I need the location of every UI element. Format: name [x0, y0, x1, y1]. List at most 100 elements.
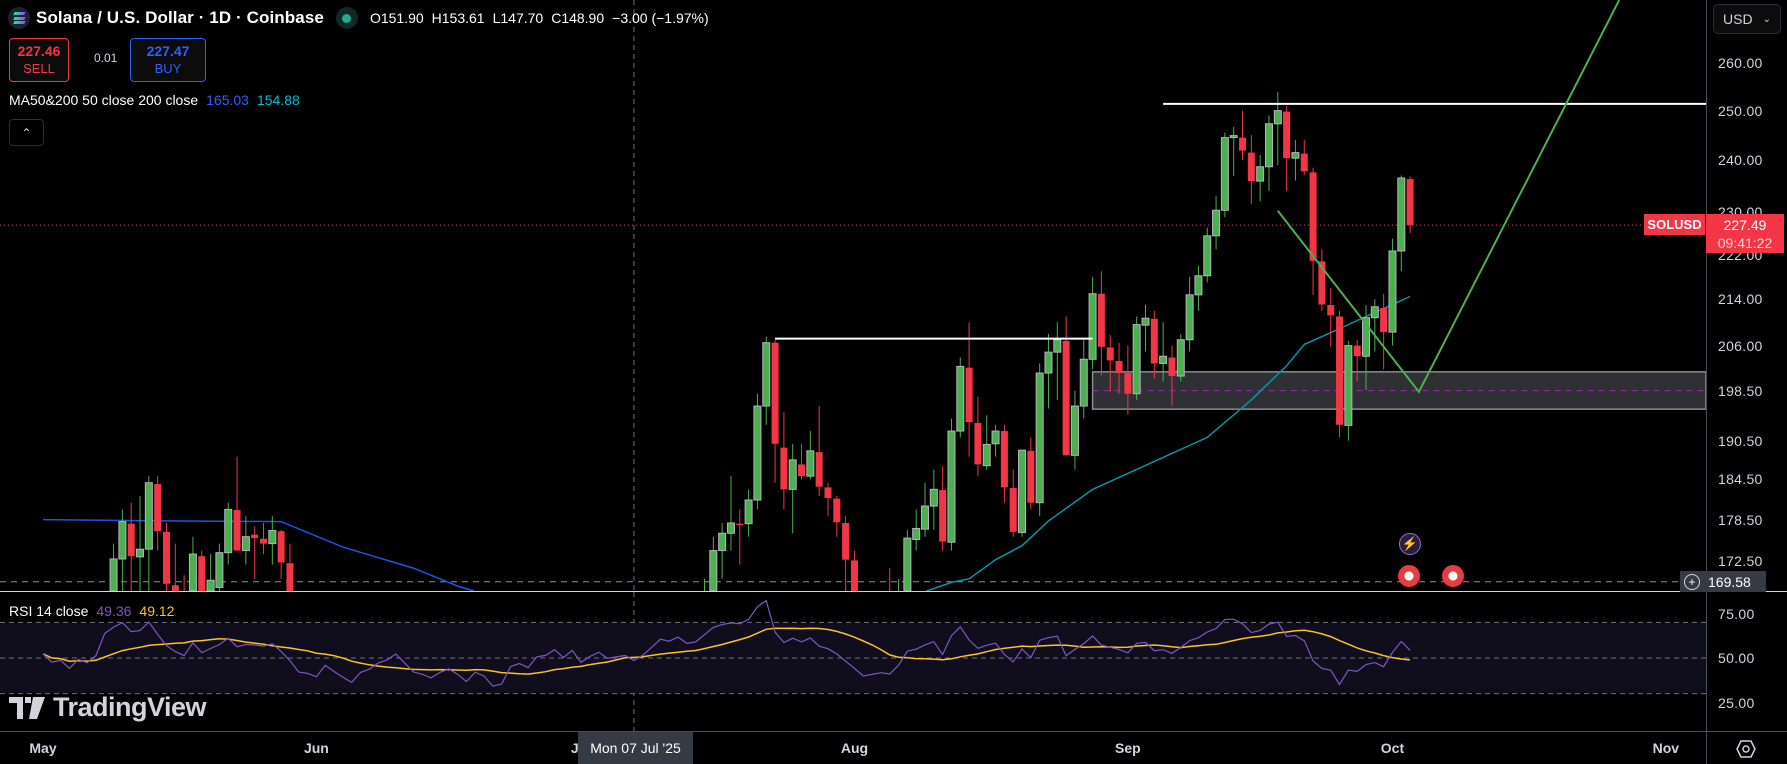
time-tick-label: May: [29, 740, 57, 756]
time-axis-border: [0, 731, 1787, 732]
candle: [109, 543, 118, 591]
candle-body: [1220, 137, 1229, 211]
candle-body: [1318, 261, 1326, 305]
candle: [1106, 335, 1114, 392]
candle-body: [718, 532, 727, 552]
candle-body: [903, 537, 912, 591]
candle-body: [1327, 305, 1335, 316]
candle-body: [1070, 405, 1079, 456]
candle: [118, 509, 127, 591]
symbol-header: Solana / U.S. Dollar · 1D · Coinbase O15…: [8, 6, 709, 30]
candle: [1291, 140, 1300, 181]
candle-body: [1018, 449, 1027, 534]
candle: [136, 496, 145, 591]
candle-body: [188, 553, 197, 591]
candle: [1141, 305, 1150, 352]
rsi-tick-label: 25.00: [1718, 694, 1755, 711]
candle-body: [206, 579, 215, 591]
us-flag-event-icon[interactable]: [1442, 565, 1464, 587]
candle: [842, 516, 850, 591]
us-flag-event-icon[interactable]: [1398, 565, 1420, 587]
candle-body: [921, 505, 929, 530]
pane-separator[interactable]: [0, 591, 1787, 592]
candle: [1194, 265, 1203, 311]
candle: [1097, 271, 1105, 376]
sell-button[interactable]: 227.46 SELL: [9, 38, 69, 82]
crosshair-date-label: Mon 07 Jul '25: [578, 732, 693, 764]
candle-body: [753, 405, 762, 501]
price-chart[interactable]: [0, 0, 1706, 591]
tradingview-logo[interactable]: TradingView: [9, 692, 207, 723]
chevron-up-icon: ⌃: [21, 125, 32, 140]
rsi-ma-value: 49.12: [139, 603, 175, 619]
candle: [1370, 299, 1379, 352]
ma50-line: [926, 295, 1411, 591]
time-tick-label: Oct: [1380, 740, 1405, 756]
rsi-indicator-legend[interactable]: RSI 14 close 49.36 49.12: [9, 603, 174, 619]
candle-body: [251, 534, 259, 539]
candle: [188, 536, 197, 591]
candle-body: [956, 365, 965, 432]
rsi-ma-line: [42, 627, 1411, 675]
price-tick-label: 206.00: [1718, 337, 1763, 354]
candle: [771, 339, 779, 483]
price-line-label[interactable]: + 169.58: [1680, 571, 1766, 592]
ohlc-values: O151.90 H153.61 L147.70 C148.90 −3.00 (−…: [370, 10, 709, 26]
candle-body: [109, 558, 118, 591]
currency-dropdown[interactable]: USD ⌄: [1713, 4, 1781, 34]
candle: [1070, 390, 1079, 470]
candle: [171, 543, 179, 591]
candle-body: [154, 484, 162, 532]
candle-body: [824, 487, 832, 499]
price-line-value: 169.58: [1708, 573, 1751, 590]
candle: [1300, 140, 1308, 176]
candle-body: [939, 490, 947, 542]
candle-body: [268, 530, 277, 545]
candle: [1079, 339, 1088, 419]
buy-button[interactable]: 227.47 BUY: [130, 38, 206, 82]
plus-circle-icon[interactable]: +: [1684, 573, 1700, 590]
candle: [1168, 345, 1176, 407]
rsi-legend-label: RSI 14 close: [9, 603, 89, 619]
candle-body: [947, 430, 956, 543]
candle: [241, 516, 250, 565]
market-status-icon[interactable]: [335, 7, 358, 29]
low-value: L147.70: [492, 10, 544, 26]
last-price: 227.49: [1723, 216, 1767, 233]
ma-indicator-legend[interactable]: MA50&200 50 close 200 close 165.03 154.8…: [9, 92, 300, 108]
candle: [815, 406, 823, 497]
candle-body: [842, 522, 850, 560]
price-tick-label: 260.00: [1718, 55, 1763, 71]
candle-body: [1203, 235, 1212, 277]
rsi-chart[interactable]: [0, 592, 1706, 731]
bar-countdown: 09:41:22: [1717, 234, 1773, 251]
lightning-event-icon[interactable]: ⚡: [1399, 533, 1421, 555]
collapse-legend-button[interactable]: ⌃: [9, 119, 44, 146]
candle: [1027, 437, 1035, 510]
candle: [736, 509, 744, 565]
candle-body: [136, 548, 145, 558]
candle: [762, 336, 771, 425]
candle-body: [806, 450, 815, 477]
chart-settings-icon[interactable]: [1736, 740, 1756, 758]
candle-body: [912, 527, 921, 540]
candle-body: [1291, 152, 1300, 159]
price-tick-label: 250.00: [1718, 102, 1763, 119]
candle: [127, 502, 135, 591]
candle-body: [260, 538, 267, 544]
candle: [956, 357, 965, 438]
candle: [1283, 105, 1291, 191]
candle: [1229, 126, 1238, 176]
open-value: O151.90: [369, 10, 424, 26]
symbol-title[interactable]: Solana / U.S. Dollar · 1D · Coinbase: [36, 8, 324, 27]
candle: [1336, 310, 1344, 438]
candle-body: [277, 531, 285, 563]
sell-price: 227.46: [17, 43, 61, 59]
candle-body: [1247, 152, 1255, 182]
candle-body: [1300, 153, 1308, 172]
candle: [709, 536, 718, 591]
candle-body: [780, 447, 788, 490]
buy-label: BUY: [154, 61, 182, 76]
candle-body: [233, 510, 241, 551]
candle: [1406, 176, 1414, 234]
